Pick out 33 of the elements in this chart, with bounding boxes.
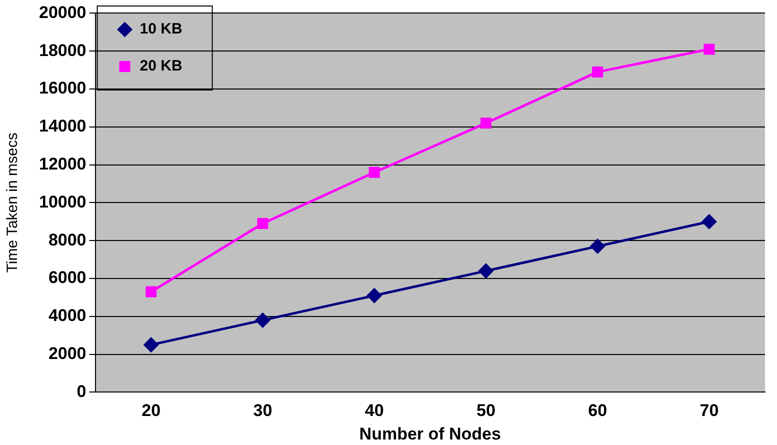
y-tick-label: 0 [76, 382, 86, 401]
point [367, 288, 382, 303]
y-axis-title: Time Taken in msecs [4, 132, 22, 273]
legend-label: 10 KB [140, 20, 182, 38]
point [146, 286, 157, 298]
x-tick-label: 40 [364, 401, 384, 420]
y-tick-label: 10000 [38, 192, 86, 212]
point [590, 239, 605, 254]
x-tick-label: 20 [142, 401, 161, 420]
y-tick-label: 20000 [38, 2, 86, 22]
y-tick-label: 4000 [48, 306, 86, 326]
y-tick-label: 14000 [38, 116, 86, 136]
x-tick-label: 60 [588, 401, 608, 420]
y-tick-label: 16000 [38, 78, 86, 98]
y-tick-label: 18000 [38, 40, 86, 60]
x-tick-label: 70 [700, 401, 719, 420]
point [144, 338, 158, 352]
point [368, 166, 380, 178]
y-tick-label: 6000 [48, 268, 86, 288]
y-tick-label: 2000 [48, 344, 86, 363]
legend-label: 20 KB [140, 58, 182, 75]
x-axis-title: Number of Nodes [359, 424, 501, 444]
y-tick-label: 8000 [48, 230, 86, 250]
point [255, 312, 270, 328]
point [592, 66, 604, 78]
x-tick-label: 30 [253, 401, 272, 420]
y-tick-label: 12000 [38, 154, 86, 174]
x-tick-label: 50 [476, 401, 496, 420]
point [702, 214, 716, 229]
point [257, 218, 268, 230]
point [704, 44, 715, 55]
point [480, 118, 492, 129]
point [478, 264, 494, 278]
